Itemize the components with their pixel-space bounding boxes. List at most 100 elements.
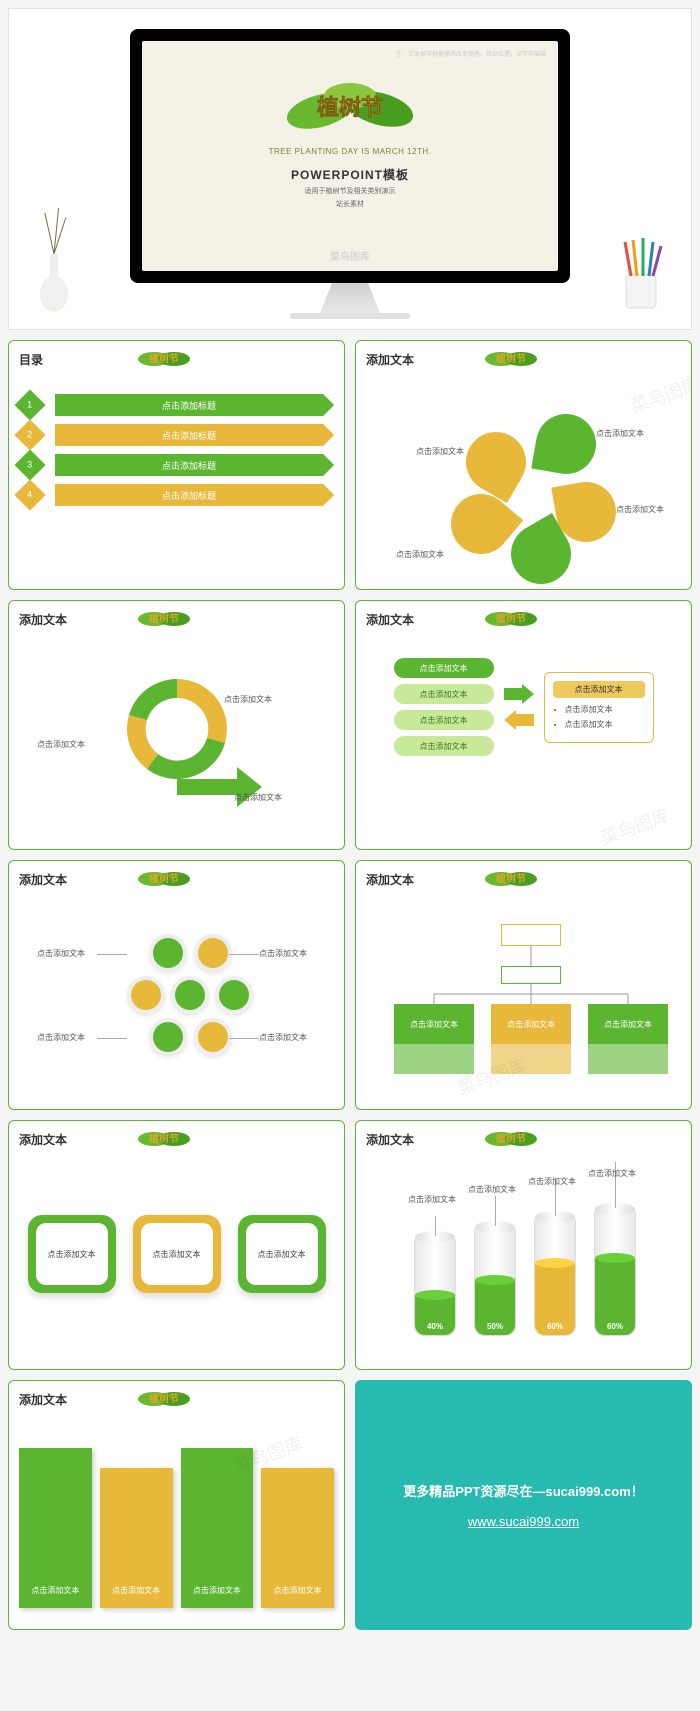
cluster-label: 点击添加文本 xyxy=(37,948,85,959)
petal-label: 点击添加文本 xyxy=(416,446,464,457)
petal-diagram: 点击添加文本点击添加文本点击添加文本点击添加文本点击添加文本 xyxy=(366,374,681,574)
promo-line1: 更多精品PPT资源尽在—sucai999.com！ xyxy=(403,1481,644,1500)
monitor-stand xyxy=(320,283,380,313)
card-inner: 点击添加文本 xyxy=(36,1223,108,1285)
cylinder-pct: 60% xyxy=(535,1322,575,1331)
cluster-dot xyxy=(194,934,232,972)
slide-cluster: 添加文本 植树节 点击添加文本点击添加文本点击添加文本点击添加文本 xyxy=(8,860,345,1110)
cylinder-pct: 50% xyxy=(475,1322,515,1331)
process-right-header: 点击添加文本 xyxy=(553,681,645,698)
mini-logo: 植树节 xyxy=(129,865,199,889)
donut-label: 点击添加文本 xyxy=(224,694,272,705)
cylinder-pct: 40% xyxy=(415,1322,455,1331)
donut-diagram: 点击添加文本点击添加文本点击添加文本 xyxy=(19,634,334,834)
slide-panels: 添加文本 植树节 点击添加文本点击添加文本点击添加文本点击添加文本 菜鸟图库 xyxy=(8,1380,345,1630)
monitor-frame: 注：文本框可根据需求改变颜色、移动位置；文字可编辑 植树节 TREE PLANT… xyxy=(130,29,570,283)
agenda-item: 4 点击添加标题.agenda-bar::after{border-left-c… xyxy=(19,484,334,506)
donut-label: 点击添加文本 xyxy=(234,792,282,803)
petal-label: 点击添加文本 xyxy=(596,428,644,439)
process-arrows xyxy=(504,684,534,730)
pencil-cup-decor xyxy=(611,234,671,319)
panel: 点击添加文本 xyxy=(100,1468,173,1608)
cylinder-chart: 40% 点击添加文本 50% 点击添加文本 60% 点击添加文本 60% 点击添… xyxy=(366,1154,681,1354)
mini-logo: 植树节 xyxy=(476,1125,546,1149)
process-pill: 点击添加文本 xyxy=(394,710,494,730)
agenda-bar: 点击添加标题.agenda-bar::after{border-left-col… xyxy=(55,454,323,476)
cylinder: 60% xyxy=(594,1208,636,1336)
panel: 点击添加文本 xyxy=(181,1448,254,1608)
panel: 点击添加文本 xyxy=(19,1448,92,1608)
hero-desc1: 适用于植树节及相关类别演示 xyxy=(152,186,548,196)
watermark: 菜鸟图库 xyxy=(330,248,370,263)
process-pill: 点击添加文本 xyxy=(394,684,494,704)
org-top xyxy=(501,924,561,946)
slide-promo: 更多精品PPT资源尽在—sucai999.com！ www.sucai999.c… xyxy=(355,1380,692,1630)
process-left-col: 点击添加文本点击添加文本点击添加文本点击添加文本 xyxy=(394,658,494,756)
panel: 点击添加文本 xyxy=(261,1468,334,1608)
slide-agenda: 目录 植树节 1 点击添加标题.agenda-bar::after{border… xyxy=(8,340,345,590)
hero-section: 注：文本框可根据需求改变颜色、移动位置；文字可编辑 植树节 TREE PLANT… xyxy=(8,8,692,330)
cylinder-label: 点击添加文本 xyxy=(468,1184,516,1195)
slides-grid: 目录 植树节 1 点击添加标题.agenda-bar::after{border… xyxy=(8,340,692,1630)
svg-text:植树节: 植树节 xyxy=(148,352,179,365)
mini-logo: 植树节 xyxy=(129,1385,199,1409)
svg-text:植树节: 植树节 xyxy=(495,612,526,625)
cylinder-leader xyxy=(435,1216,436,1236)
mini-logo: 植树节 xyxy=(476,865,546,889)
agenda-bar: 点击添加标题.agenda-bar::after{border-left-col… xyxy=(55,394,323,416)
cylinder-pct: 60% xyxy=(595,1322,635,1331)
donut-label: 点击添加文本 xyxy=(37,739,85,750)
hero-desc2: 站长素材 xyxy=(152,199,548,209)
org-bar-shadow xyxy=(491,1044,571,1074)
cylinder-label: 点击添加文本 xyxy=(588,1168,636,1179)
cluster-dot xyxy=(149,934,187,972)
agenda-bar: 点击添加标题.agenda-bar::after{border-left-col… xyxy=(55,484,323,506)
slide-orgchart: 添加文本 植树节 点击添加文本点击添加文本点击添加文本 菜鸟图库 xyxy=(355,860,692,1110)
process-bullet: 点击添加文本 xyxy=(565,719,645,730)
agenda-list: 1 点击添加标题.agenda-bar::after{border-left-c… xyxy=(19,394,334,506)
cluster-diagram: 点击添加文本点击添加文本点击添加文本点击添加文本 xyxy=(19,894,334,1094)
agenda-item: 2 点击添加标题.agenda-bar::after{border-left-c… xyxy=(19,424,334,446)
agenda-num: 2 xyxy=(14,419,45,450)
hero-ppt-label: POWERPOINT模板 xyxy=(152,166,548,183)
mini-logo: 植树节 xyxy=(129,345,199,369)
org-bar: 点击添加文本 xyxy=(491,1004,571,1044)
org-mid xyxy=(501,966,561,984)
svg-text:植树节: 植树节 xyxy=(495,352,526,365)
slide-cylinders: 添加文本 植树节 40% 点击添加文本 50% 点击添加文本 60% 点击添加文… xyxy=(355,1120,692,1370)
agenda-item: 3 点击添加标题.agenda-bar::after{border-left-c… xyxy=(19,454,334,476)
cluster-dot xyxy=(127,976,165,1014)
svg-text:植树节: 植树节 xyxy=(495,1132,526,1145)
svg-text:植树节: 植树节 xyxy=(148,612,179,625)
cluster-label: 点击添加文本 xyxy=(259,948,307,959)
process-bullet: 点击添加文本 xyxy=(565,704,645,715)
cards-row: 点击添加文本点击添加文本点击添加文本 xyxy=(19,1154,334,1354)
svg-text:植树节: 植树节 xyxy=(148,872,179,885)
slide-petals: 添加文本 植树节 点击添加文本点击添加文本点击添加文本点击添加文本点击添加文本 … xyxy=(355,340,692,590)
watermark: 菜鸟图库 xyxy=(597,801,674,850)
cylinder-leader xyxy=(495,1196,496,1226)
cluster-label: 点击添加文本 xyxy=(37,1032,85,1043)
mini-logo: 植树节 xyxy=(129,605,199,629)
process-pill: 点击添加文本 xyxy=(394,736,494,756)
agenda-num: 3 xyxy=(14,449,45,480)
promo-panel: 更多精品PPT资源尽在—sucai999.com！ www.sucai999.c… xyxy=(355,1380,692,1630)
mini-logo: 植树节 xyxy=(476,605,546,629)
card-inner: 点击添加文本 xyxy=(141,1223,213,1285)
petal xyxy=(531,409,601,479)
cluster-dot xyxy=(171,976,209,1014)
agenda-item: 1 点击添加标题.agenda-bar::after{border-left-c… xyxy=(19,394,334,416)
petal-label: 点击添加文本 xyxy=(616,504,664,515)
cylinder: 40% xyxy=(414,1236,456,1336)
main-logo: 植树节 xyxy=(270,71,430,141)
cluster-dot xyxy=(215,976,253,1014)
card: 点击添加文本 xyxy=(238,1215,326,1293)
cluster-label: 点击添加文本 xyxy=(259,1032,307,1043)
monitor-base xyxy=(290,313,410,319)
card: 点击添加文本 xyxy=(28,1215,116,1293)
slide-donut: 添加文本 植树节 点击添加文本点击添加文本点击添加文本 xyxy=(8,600,345,850)
org-bar-shadow xyxy=(588,1044,668,1074)
card: 点击添加文本 xyxy=(133,1215,221,1293)
promo-link[interactable]: www.sucai999.com xyxy=(468,1514,579,1529)
cluster-dot xyxy=(194,1018,232,1056)
